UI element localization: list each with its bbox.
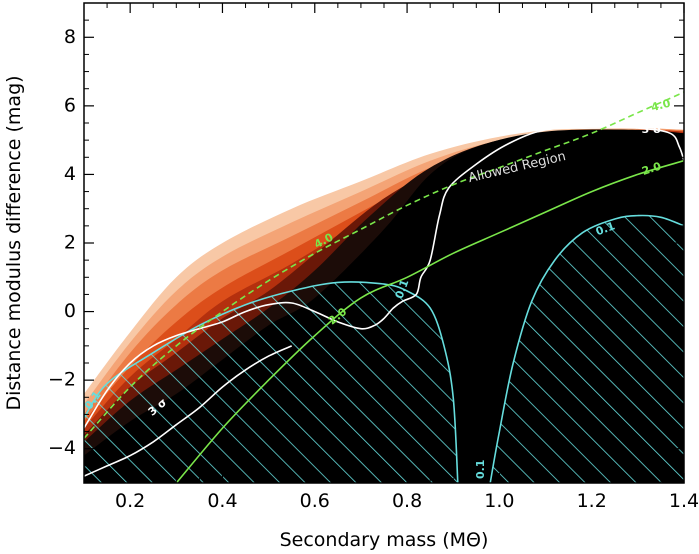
contour-label-7: 4.0: [650, 96, 673, 114]
contour-label-5: 3 σ: [642, 123, 662, 136]
contour-line-2: [84, 126, 684, 429]
contour-label-4: 0.1: [594, 219, 617, 238]
y-tick-label: 8: [64, 26, 76, 48]
contour-line-3: [84, 345, 293, 477]
contour-line-1: [489, 214, 684, 483]
contour-line-0: [84, 281, 459, 483]
y-tick-label: −4: [48, 437, 76, 459]
y-tick-label: 0: [64, 300, 76, 322]
hatched-regions: [84, 215, 684, 483]
contour-label-2: 0.1: [393, 278, 412, 301]
hatched-region-1: [490, 215, 684, 483]
x-tick-label: 0.4: [207, 490, 237, 512]
x-tick-label: 1.0: [484, 490, 514, 512]
y-tick-label: 4: [64, 163, 76, 185]
y-tick-label: −2: [48, 369, 76, 391]
contour-lines: [84, 91, 684, 483]
x-axis-title: Secondary mass (MΘ): [280, 529, 489, 551]
contour-line-4: [84, 91, 684, 439]
hatched-region-0: [84, 282, 458, 483]
y-axis-ticks: −4 −2 0 2 4 6 8: [48, 2, 684, 484]
x-tick-label: 1.2: [577, 490, 607, 512]
x-tick-label: 1.4: [669, 490, 699, 512]
contour-label-9: 2.0: [640, 160, 663, 178]
y-tick-label: 6: [64, 94, 76, 116]
contour-labels: 0.1 3 σ0.10.10.13 σ4.04.02.02.0: [82, 96, 672, 479]
contour-label-3: 0.1: [474, 460, 487, 480]
contour-line-5: [175, 159, 684, 483]
y-tick-label: 2: [64, 232, 76, 254]
y-axis-title: Distance modulus difference (mag): [3, 75, 25, 410]
x-axis-ticks: 0.2 0.4 0.6 0.8 1.0 1.2 1.4: [106, 3, 699, 512]
x-tick-label: 0.6: [300, 490, 330, 512]
x-tick-label: 0.8: [392, 490, 422, 512]
x-tick-label: 0.2: [115, 490, 145, 512]
